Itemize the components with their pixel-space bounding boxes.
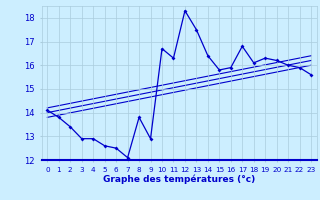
X-axis label: Graphe des températures (°c): Graphe des températures (°c): [103, 174, 255, 184]
